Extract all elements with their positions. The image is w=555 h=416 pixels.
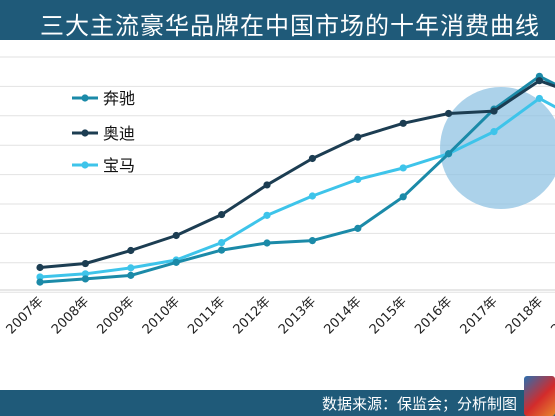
data-point <box>490 128 498 136</box>
data-point <box>354 133 362 141</box>
x-tick-label: 2017年 <box>458 294 501 337</box>
data-point <box>36 263 44 272</box>
x-tick-label: 2013年 <box>276 294 319 337</box>
legend-label: 宝马 <box>103 156 135 175</box>
data-point <box>308 154 316 163</box>
data-point <box>535 77 544 85</box>
data-point <box>263 239 271 247</box>
x-tick-label: 2008年 <box>49 294 92 337</box>
legend-label: 奔驰 <box>103 89 135 108</box>
data-point <box>127 264 135 272</box>
data-point <box>218 246 226 254</box>
data-point <box>445 109 453 118</box>
data-point <box>354 224 362 232</box>
data-point <box>399 164 407 172</box>
legend-swatch-marker <box>81 129 89 137</box>
x-tick-label: 2007年 <box>4 294 47 337</box>
data-point <box>81 275 89 283</box>
data-point <box>36 278 44 286</box>
data-point <box>399 119 407 127</box>
highlight-circle <box>440 87 555 209</box>
title-bar: 三大主流豪华品牌在中国市场的十年消费曲线 <box>0 0 555 40</box>
data-point <box>81 270 89 278</box>
data-point <box>399 193 407 201</box>
x-tick-label: 2010年 <box>140 294 183 337</box>
x-tick-label: 2012年 <box>231 294 274 337</box>
page-title: 三大主流豪华品牌在中国市场的十年消费曲线 <box>40 12 540 40</box>
brand-logo <box>524 376 555 416</box>
data-point <box>263 211 271 219</box>
data-point <box>172 258 180 266</box>
line-chart: 2007年 2008年 2009年 2010年 2011年 2012年 2013年 2014年… <box>0 56 555 337</box>
data-point <box>81 259 89 268</box>
data-point <box>354 175 362 184</box>
legend-label: 奥迪 <box>103 124 135 143</box>
x-tick-label: 2019年 <box>548 294 555 337</box>
data-point <box>490 107 498 115</box>
x-tick-label: 2016年 <box>412 294 455 337</box>
x-tick-label: 2015年 <box>367 294 410 337</box>
legend-swatch-marker <box>81 161 89 169</box>
source-note: 数据来源：保监会；分析制图 <box>321 395 517 413</box>
data-point <box>172 231 180 240</box>
x-tick-label: 2009年 <box>94 294 137 337</box>
data-point <box>127 246 135 255</box>
data-point <box>218 239 226 247</box>
data-point <box>308 192 316 200</box>
legend-swatch-marker <box>81 94 89 102</box>
data-point <box>535 94 544 103</box>
data-point <box>127 271 135 279</box>
x-tick-label: 2018年 <box>503 294 546 337</box>
data-point <box>263 181 271 189</box>
data-point <box>36 273 44 281</box>
x-tick-label: 2011年 <box>185 294 228 337</box>
data-point <box>308 237 316 245</box>
data-point <box>218 210 226 219</box>
data-point <box>445 150 453 158</box>
footer-bar: 数据来源：保监会；分析制图 <box>0 390 555 416</box>
x-tick-label: 2014年 <box>321 294 364 337</box>
